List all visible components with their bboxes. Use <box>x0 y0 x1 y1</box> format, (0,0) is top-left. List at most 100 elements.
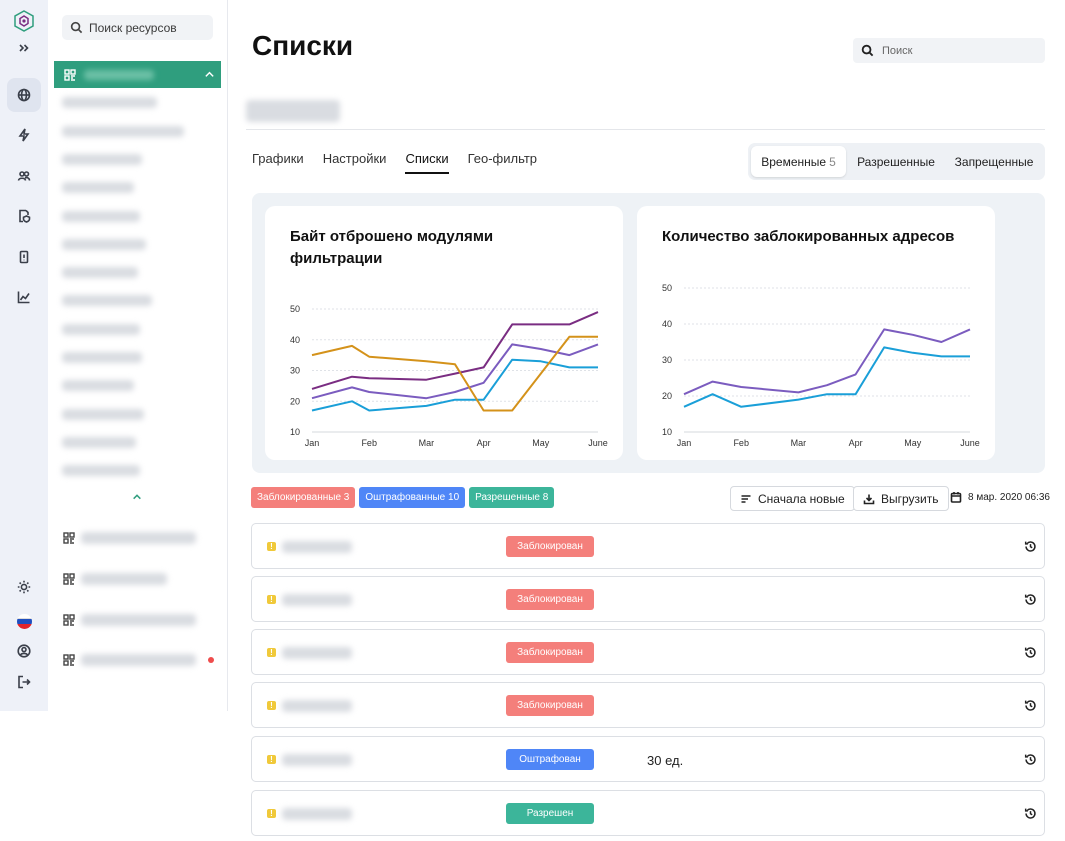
history-icon[interactable] <box>1024 540 1037 553</box>
resource-label-hidden <box>81 532 196 544</box>
document-shield-icon[interactable] <box>7 199 41 233</box>
resource-label-hidden <box>81 614 196 626</box>
calendar-icon <box>950 492 962 503</box>
resource-search-input[interactable] <box>89 20 209 35</box>
download-icon <box>863 494 875 504</box>
history-icon[interactable] <box>1024 593 1037 606</box>
sort-button[interactable]: Сначала новые <box>730 486 855 511</box>
warning-icon: ! <box>267 755 276 764</box>
sidebar-resource-item[interactable] <box>63 532 196 544</box>
history-icon[interactable] <box>1024 807 1037 820</box>
tab-settings[interactable]: Настройки <box>322 151 387 166</box>
sidebar-subitem[interactable] <box>62 182 134 193</box>
flag-icon[interactable] <box>7 604 41 638</box>
filter-chip-blocked[interactable]: Заблокированные 3 <box>251 487 356 508</box>
sidebar-subitem[interactable] <box>62 239 146 250</box>
grid-icon <box>64 68 76 81</box>
list-row[interactable]: ! Заблокирован <box>251 682 1045 728</box>
chart-title: Количество заблокированных адресов <box>662 226 954 248</box>
row-name-hidden <box>282 647 352 659</box>
sun-icon[interactable] <box>7 570 41 604</box>
chart-title-line: Байт отброшено модулями <box>290 228 494 245</box>
x-tick-label: Mar <box>419 438 435 448</box>
x-tick-label: Jan <box>677 438 692 448</box>
sidebar-subitem[interactable] <box>62 97 157 108</box>
top-search[interactable] <box>853 38 1045 63</box>
list-row[interactable]: ! Заблокирован <box>251 576 1045 622</box>
x-tick-label: Feb <box>361 438 377 448</box>
list-row[interactable]: ! Заблокирован <box>251 523 1045 569</box>
icon-rail <box>0 0 48 711</box>
history-icon[interactable] <box>1024 699 1037 712</box>
main-content: Списки Графики Настройки Списки Гео-филь… <box>228 0 1065 841</box>
tab-geo-filter[interactable]: Гео-фильтр <box>467 151 538 166</box>
sidebar-subitem[interactable] <box>62 352 142 363</box>
search-input[interactable] <box>882 44 1032 57</box>
row-name-hidden <box>282 541 352 553</box>
history-icon[interactable] <box>1024 646 1037 659</box>
sort-icon <box>741 494 751 503</box>
page-title: Списки <box>252 30 354 61</box>
sidebar-subitem[interactable] <box>62 126 184 137</box>
filter-chip-allowed[interactable]: Разрешенные 8 <box>469 487 555 508</box>
sidebar-subitem[interactable] <box>62 267 138 278</box>
x-tick-label: May <box>904 438 922 448</box>
series-line <box>311 311 599 390</box>
collapse-chevron-icon[interactable] <box>132 492 142 502</box>
list-row[interactable]: ! Разрешен <box>251 790 1045 836</box>
y-tick-label: 50 <box>290 304 300 314</box>
list-row[interactable]: ! Оштрафован 30 ед. <box>251 736 1045 782</box>
sidebar-resource-item[interactable] <box>63 573 167 585</box>
sidebar-subitem[interactable] <box>62 465 140 476</box>
charts-panel: Байт отброшено модулями фильтрации 10 20 3… <box>252 193 1045 473</box>
globe-icon[interactable] <box>7 78 41 112</box>
filter-chip-fined[interactable]: Оштрафованные 10 <box>359 487 466 508</box>
sidebar-subitem[interactable] <box>62 409 144 420</box>
series-line <box>683 346 970 408</box>
tabs: Графики Настройки Списки Гео-фильтр <box>252 151 537 174</box>
sidebar-subitem[interactable] <box>62 437 136 448</box>
sidebar-subitem[interactable] <box>62 154 142 165</box>
logo-icon[interactable] <box>7 4 41 38</box>
history-icon[interactable] <box>1024 753 1037 766</box>
chart-icon[interactable] <box>7 280 41 314</box>
grid-icon <box>63 614 75 626</box>
tab-lists[interactable]: Списки <box>405 151 449 174</box>
segment-forbidden[interactable]: Запрещенные <box>946 146 1042 177</box>
resource-name-hidden <box>246 100 340 122</box>
chart-title-line: фильтрации <box>290 250 383 267</box>
sidebar-subitem[interactable] <box>62 380 134 391</box>
chart-blocked-addresses: Количество заблокированных адресов 10 20 3… <box>637 206 995 460</box>
segment-temporary[interactable]: Временные 5 <box>751 146 846 177</box>
chart-title-line: Количество заблокированных адресов <box>662 228 955 245</box>
resource-search[interactable] <box>62 15 213 40</box>
sidebar-subitem[interactable] <box>62 324 140 335</box>
warning-icon: ! <box>267 542 276 551</box>
expand-icon[interactable] <box>7 31 41 65</box>
chart-bytes-dropped: Байт отброшено модулями фильтрации 10 20 3… <box>265 206 623 460</box>
sidebar-item-active[interactable] <box>54 61 221 88</box>
chevron-up-icon[interactable] <box>204 69 215 80</box>
list-row[interactable]: ! Заблокирован <box>251 629 1045 675</box>
user-circle-icon[interactable] <box>7 634 41 668</box>
row-name-hidden <box>282 594 352 606</box>
sidebar-resource-item[interactable] <box>63 654 196 666</box>
sidebar-subitem[interactable] <box>62 211 140 222</box>
search-icon <box>861 44 874 57</box>
segment-count: 5 <box>829 154 836 169</box>
users-icon[interactable] <box>7 159 41 193</box>
sidebar-subitem[interactable] <box>62 295 152 306</box>
logout-icon[interactable] <box>7 665 41 699</box>
date-picker[interactable]: 8 мар. 2020 06:36 <box>950 491 1050 503</box>
x-tick-label: Jan <box>305 438 320 448</box>
y-tick-label: 50 <box>662 283 672 293</box>
series-line <box>683 328 971 396</box>
x-tick-label: Apr <box>477 438 491 448</box>
alert-file-icon[interactable] <box>7 240 41 274</box>
sidebar-resource-item[interactable] <box>63 614 196 626</box>
segment-allowed[interactable]: Разрешенные <box>846 146 946 177</box>
tab-charts[interactable]: Графики <box>252 151 304 166</box>
lightning-icon[interactable] <box>7 118 41 152</box>
series-line <box>311 358 598 412</box>
export-button[interactable]: Выгрузить <box>853 486 949 511</box>
